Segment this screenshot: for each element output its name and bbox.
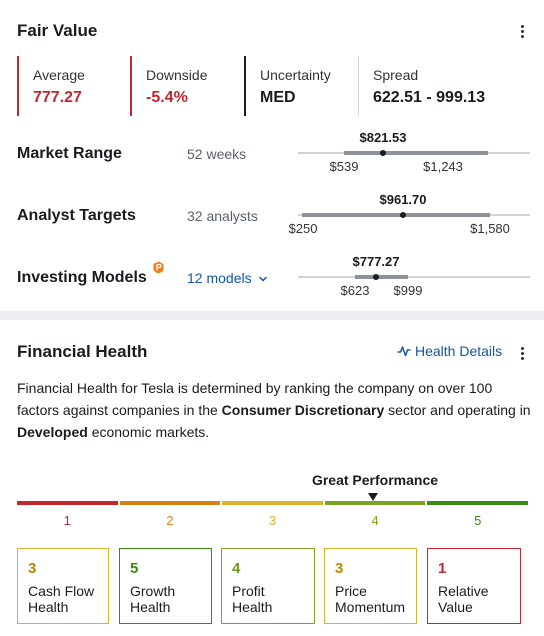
market-range-high: $1,243 xyxy=(423,159,463,174)
tile-growth-health[interactable]: 5 Growth Health xyxy=(119,548,212,624)
investing-models-label-text: Investing Models xyxy=(17,269,147,286)
scale-number-3: 3 xyxy=(268,513,277,528)
stat-downside-value: -5.4% xyxy=(146,89,188,106)
fair-value-card: Fair Value Average 777.27 Downside -5.4%… xyxy=(0,0,544,311)
tile-score: 5 xyxy=(130,560,139,577)
tile-name-line2: Health xyxy=(232,599,273,615)
stat-spread-value: 622.51 - 999.13 xyxy=(373,89,486,106)
scale-segment-2 xyxy=(119,501,221,505)
tile-name-line1: Relative xyxy=(438,583,489,599)
stat-spread-label: Spread xyxy=(373,67,419,83)
analyst-targets-count: 32 analysts xyxy=(187,208,258,224)
stat-uncertainty: Uncertainty MED xyxy=(244,56,354,116)
stat-average-value: 777.27 xyxy=(33,89,82,106)
financial-health-description: Financial Health for Tesla is determined… xyxy=(17,377,532,443)
financial-health-card: Financial Health Health Details Financia… xyxy=(0,320,544,636)
description-text-2: sector and operating in xyxy=(384,402,531,418)
chevron-down-icon xyxy=(259,276,268,282)
market-range-label: Market Range xyxy=(17,145,122,162)
stat-average: Average 777.27 xyxy=(17,56,127,116)
description-market: Developed xyxy=(17,424,88,440)
tile-profit-health[interactable]: 4 Profit Health xyxy=(221,548,315,624)
market-range-current: $821.53 xyxy=(359,130,407,145)
stat-average-label: Average xyxy=(33,67,85,83)
investing-models-track xyxy=(298,274,530,280)
stat-downside-label: Downside xyxy=(146,67,208,83)
financial-health-title: Financial Health xyxy=(17,342,148,361)
tile-score: 3 xyxy=(28,560,37,577)
pro-badge-icon xyxy=(153,261,164,274)
market-range-track xyxy=(298,150,530,156)
tile-score: 3 xyxy=(335,560,344,577)
tile-name-line1: Price xyxy=(335,583,367,599)
analyst-targets-label: Analyst Targets xyxy=(17,207,136,224)
scale-number-2: 2 xyxy=(166,513,174,528)
scale-segment-1 xyxy=(17,501,118,505)
investing-models-label: Investing Models xyxy=(17,261,164,287)
analyst-targets-marker xyxy=(400,212,406,218)
scale-number-4: 4 xyxy=(371,513,379,528)
description-text-3: economic markets. xyxy=(87,424,210,440)
scale-segment-3 xyxy=(222,501,323,505)
tile-name-line1: Profit xyxy=(232,583,265,599)
performance-marker-icon xyxy=(368,493,379,501)
stat-uncertainty-label: Uncertainty xyxy=(260,67,331,83)
analyst-targets-current: $961.70 xyxy=(379,192,427,207)
analyst-targets-track xyxy=(298,212,530,218)
pulse-icon xyxy=(397,346,411,357)
tile-name-line2: Momentum xyxy=(335,599,406,615)
stat-uncertainty-value: MED xyxy=(260,89,296,106)
tile-cash-flow-health[interactable]: 3 Cash Flow Health xyxy=(17,548,109,624)
investing-models-dropdown[interactable]: 12 models xyxy=(187,270,268,286)
investing-models-count: 12 models xyxy=(187,270,252,286)
description-text-1: Financial Health for Tesla is determined… xyxy=(17,380,493,418)
scale-segment-4 xyxy=(324,501,426,505)
scale-number-5: 5 xyxy=(474,513,482,528)
market-range-period: 52 weeks xyxy=(187,146,247,162)
stat-downside: Downside -5.4% xyxy=(130,56,240,116)
scale-number-1: 1 xyxy=(63,513,71,528)
health-details-label: Health Details xyxy=(415,343,503,359)
tile-name-line1: Growth xyxy=(130,583,176,599)
analyst-targets-bar xyxy=(302,213,490,217)
analyst-targets-high: $1,580 xyxy=(470,221,510,236)
tile-price-momentum[interactable]: 3 Price Momentum xyxy=(324,548,417,624)
investing-models-low: $623 xyxy=(340,283,370,298)
investing-models-bar xyxy=(355,275,408,279)
description-sector: Consumer Discretionary xyxy=(221,402,385,418)
investing-models-marker xyxy=(373,274,379,280)
stat-spread: Spread 622.51 - 999.13 xyxy=(358,56,530,116)
performance-label: Great Performance xyxy=(311,472,439,488)
financial-health-more-icon[interactable] xyxy=(519,347,525,360)
health-details-link[interactable]: Health Details xyxy=(397,343,502,359)
tile-name-line2: Value xyxy=(438,599,473,615)
analyst-targets-low: $250 xyxy=(288,221,318,236)
scale-segment-5 xyxy=(427,501,528,505)
fair-value-title: Fair Value xyxy=(17,21,98,40)
market-range-marker xyxy=(380,150,386,156)
tile-name-line2: Health xyxy=(28,599,69,615)
tile-score: 4 xyxy=(232,560,241,577)
tile-name-line1: Cash Flow xyxy=(28,583,95,599)
fair-value-more-icon[interactable] xyxy=(519,25,525,38)
tile-relative-value[interactable]: 1 Relative Value xyxy=(427,548,521,624)
investing-models-current: $777.27 xyxy=(352,254,400,269)
tile-score: 1 xyxy=(438,560,447,577)
market-range-bar xyxy=(344,151,488,155)
tile-name-line2: Health xyxy=(130,599,171,615)
investing-models-high: $999 xyxy=(393,283,423,298)
market-range-low: $539 xyxy=(329,159,359,174)
